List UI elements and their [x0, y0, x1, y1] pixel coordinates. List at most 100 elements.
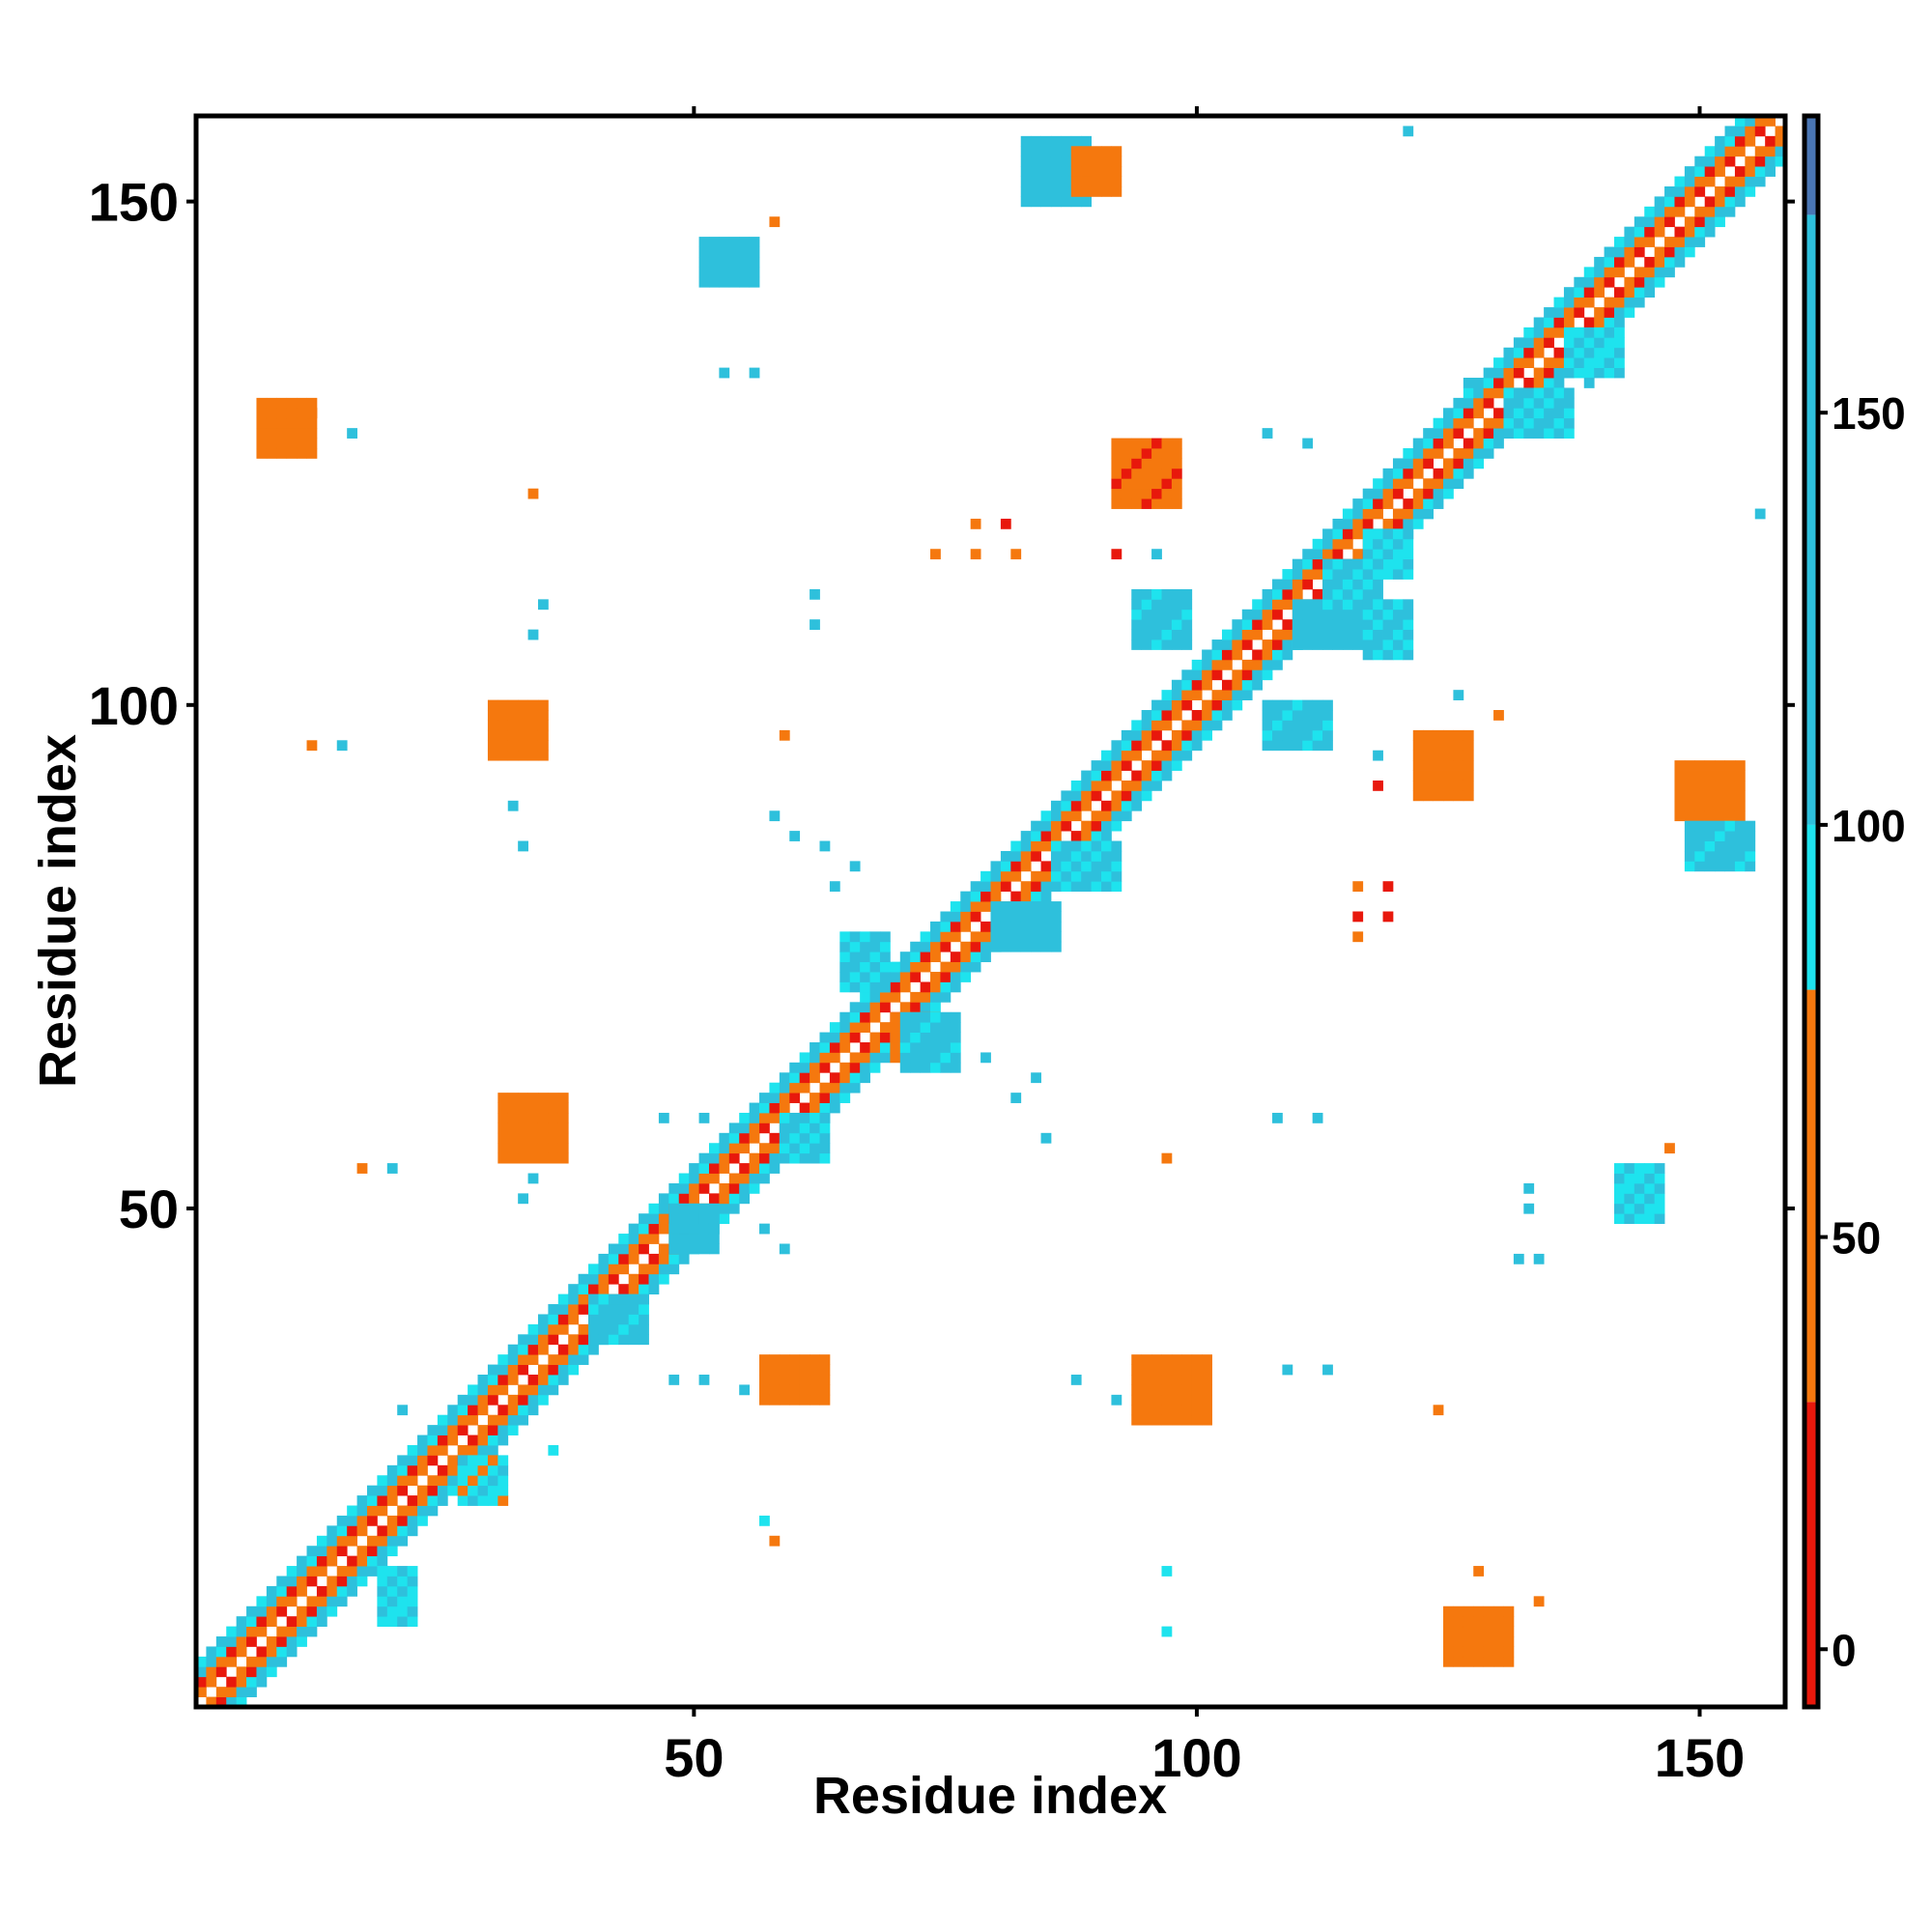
diagonal-cell: [386, 1515, 398, 1526]
contact-cell: [1453, 770, 1464, 781]
contact-cell: [789, 1394, 801, 1406]
diagonal-cell: [1553, 327, 1565, 338]
diagonal-cell: [849, 1052, 861, 1064]
contact-cell: [1443, 750, 1454, 761]
contact-cell: [507, 1112, 519, 1123]
diagonal-cell: [366, 1566, 378, 1577]
diagonal-cell: [1654, 216, 1665, 228]
diagonal-cell: [427, 1505, 439, 1517]
contact-cell: [1000, 941, 1011, 952]
diagonal-cell: [719, 1152, 730, 1164]
diagonal-cell: [860, 1052, 870, 1064]
diagonal-cell: [386, 1464, 398, 1476]
contact-cell: [1191, 1375, 1203, 1385]
contact-cell: [1312, 699, 1323, 711]
contact-cell: [1171, 468, 1182, 479]
diagonal-cell: [1684, 176, 1695, 187]
diagonal-cell: [437, 1425, 448, 1435]
diagonal-cell: [1010, 870, 1022, 882]
diagonal-cell: [407, 1515, 418, 1526]
contact-cell: [1040, 931, 1052, 943]
diagonal-cell: [1202, 649, 1212, 661]
diagonal-cell: [437, 1495, 448, 1506]
diagonal-cell: [386, 1546, 398, 1557]
diagonal-cell: [860, 991, 870, 1003]
contact-cell: [1151, 639, 1162, 650]
diagonal-cell: [648, 1264, 660, 1275]
diagonal-cell: [1202, 720, 1212, 731]
contact-cell: [1070, 156, 1082, 167]
contact-cell: [1070, 176, 1082, 187]
contact-cell: [1111, 488, 1122, 499]
contact-cell: [1131, 609, 1143, 620]
contact-cell: [849, 952, 861, 963]
contact-cell: [1131, 1405, 1143, 1416]
contact-cell: [869, 961, 881, 973]
contact-cell: [1694, 820, 1706, 832]
diagonal-cell: [1392, 508, 1404, 520]
diagonal-cell: [899, 1002, 911, 1013]
contact-cell: [1141, 599, 1152, 611]
contact-cell: [518, 740, 528, 752]
contact-cell: [1031, 185, 1041, 197]
contact-cell: [1101, 156, 1112, 167]
contact-cell: [1061, 840, 1072, 852]
contact-cell: [739, 267, 751, 278]
diagonal-cell: [1202, 699, 1212, 711]
contact-cell: [1734, 780, 1746, 791]
contact-cell: [849, 941, 861, 952]
contact-cell: [1563, 387, 1575, 399]
diagonal-cell: [1513, 347, 1524, 358]
contact-cell: [1614, 1203, 1625, 1214]
contact-cell: [487, 1464, 498, 1476]
contact-cell: [1111, 881, 1122, 893]
diagonal-cell: [1684, 166, 1695, 177]
contact-cell: [719, 256, 730, 268]
contact-cell: [1433, 760, 1444, 771]
contact-cell: [1694, 840, 1706, 852]
diagonal-cell: [1151, 710, 1162, 721]
diagonal-cell: [1241, 659, 1253, 670]
diagonal-cell: [1704, 196, 1716, 208]
diagonal-cell: [1232, 629, 1243, 640]
diagonal-cell: [728, 1203, 740, 1214]
contact-cell: [306, 417, 318, 429]
diagonal-cell: [1322, 549, 1333, 560]
diagonal-cell: [1262, 599, 1273, 611]
diagonal-cell: [1503, 347, 1515, 358]
contact-cell: [1050, 901, 1062, 912]
diagonal-cell: [819, 1102, 831, 1114]
diagonal-cell: [628, 1223, 639, 1235]
diagonal-cell: [1574, 276, 1585, 288]
contact-cell: [1031, 1072, 1041, 1084]
contact-cell: [1362, 588, 1374, 600]
contact-cell: [1533, 428, 1545, 439]
contact-cell: [477, 1464, 489, 1476]
diagonal-cell: [1352, 498, 1364, 509]
diagonal-cell: [1483, 447, 1494, 459]
contact-cell: [849, 961, 861, 973]
diagonal-cell: [749, 1163, 760, 1174]
contact-cell: [1111, 850, 1122, 862]
contact-cell: [1373, 649, 1383, 661]
contact-cell: [1352, 609, 1364, 620]
diagonal-cell: [557, 1314, 569, 1325]
contact-cell: [1111, 458, 1122, 469]
diagonal-cell: [849, 1072, 861, 1084]
contact-cell: [1715, 810, 1725, 822]
diagonal-cell: [879, 1052, 891, 1064]
contact-cell: [1583, 327, 1595, 338]
y-axis-label: Residue index: [29, 734, 87, 1088]
diagonal-cell: [1342, 508, 1353, 520]
contact-cell: [1141, 447, 1152, 459]
diagonal-cell: [1463, 408, 1474, 419]
diagonal-cell: [1332, 528, 1344, 540]
diagonal-cell: [1101, 760, 1112, 771]
contact-cell: [1715, 800, 1725, 811]
contact-cell: [890, 1052, 901, 1064]
diagonal-cell: [1241, 609, 1253, 620]
contact-cell: [879, 931, 891, 943]
contact-cell: [1131, 468, 1143, 479]
diagonal-cell: [1221, 699, 1233, 711]
diagonal-cell: [1654, 196, 1665, 208]
